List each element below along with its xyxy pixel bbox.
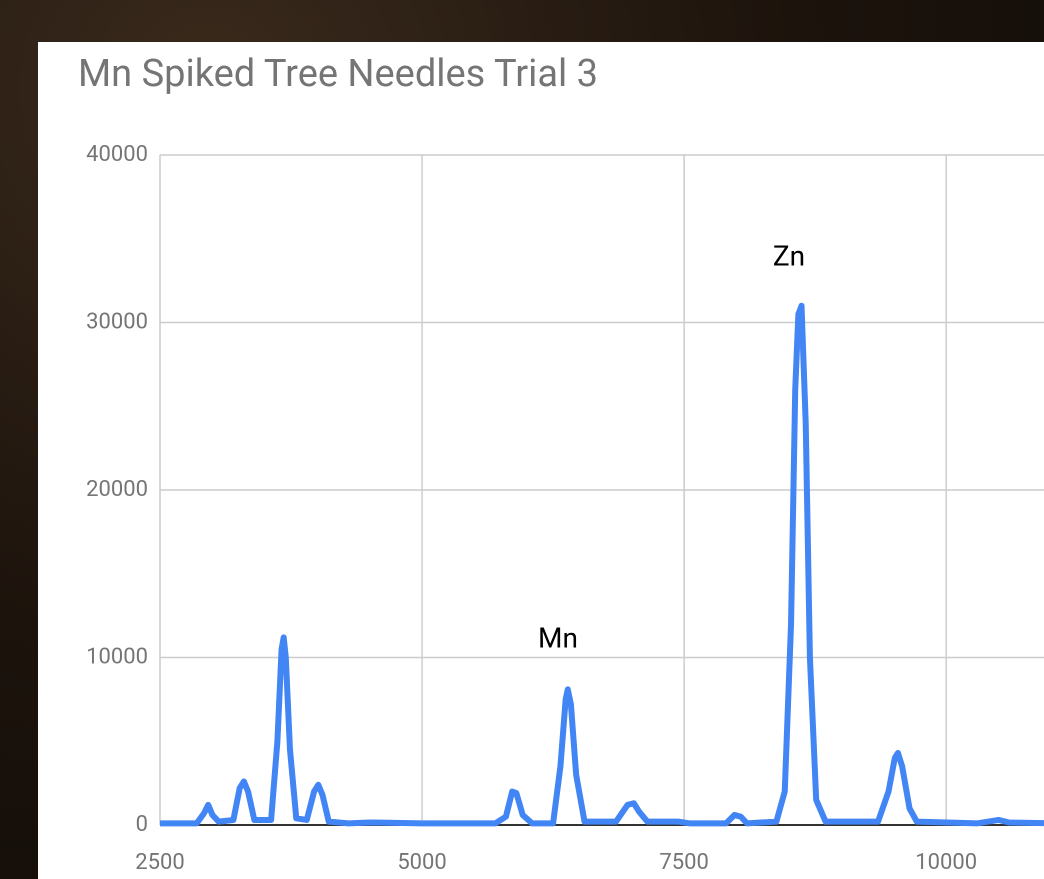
x-tick-label: 10000 (915, 850, 977, 875)
y-tick-label: 20000 (86, 477, 148, 502)
chart-title: Mn Spiked Tree Needles Trial 3 (78, 52, 598, 96)
x-tick-label: 5000 (397, 850, 446, 875)
y-tick-label: 0 (136, 812, 148, 837)
annotation: Mn (538, 621, 578, 654)
x-tick-label: 2500 (135, 850, 184, 875)
chart-panel (38, 42, 1044, 879)
annotation: Zn (773, 239, 805, 272)
y-tick-label: 10000 (86, 644, 148, 669)
y-tick-label: 30000 (86, 309, 148, 334)
y-tick-label: 40000 (86, 142, 148, 167)
line-series (160, 302, 1044, 827)
x-tick-label: 7500 (659, 850, 708, 875)
